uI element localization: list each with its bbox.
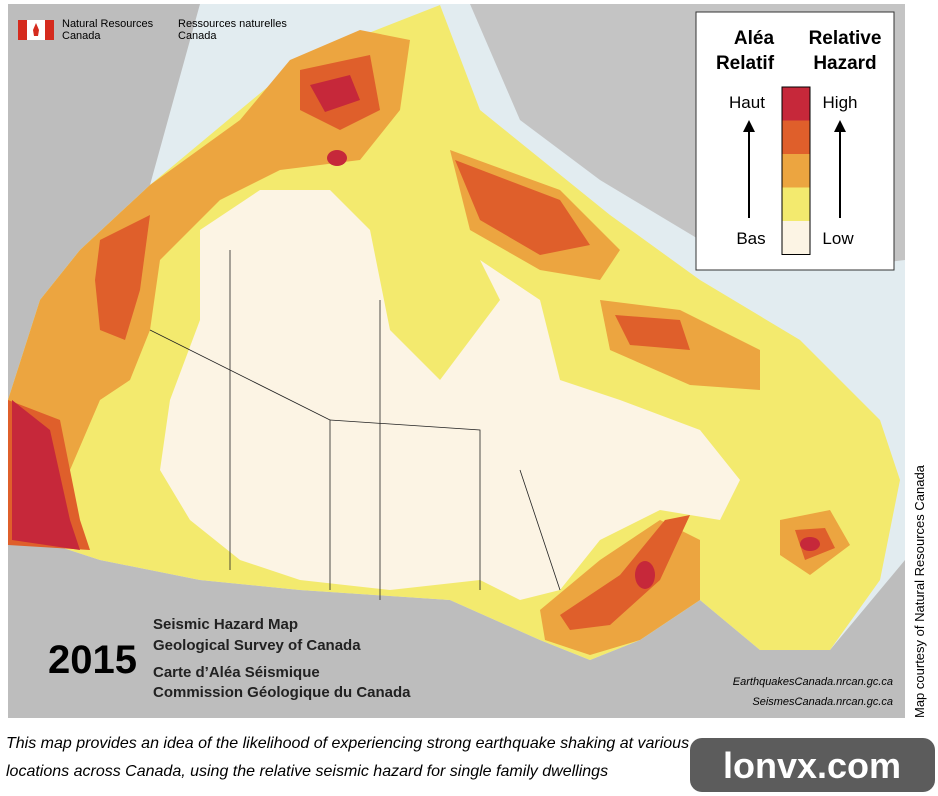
agency-en: Natural Resources [62,18,154,30]
legend-swatch [782,187,810,221]
zone-low [160,190,740,600]
legend-high-en: High [823,93,858,112]
map-title: Carte d’Aléa Séismique [153,664,320,681]
zone-very-high-arctic [310,75,360,112]
legend-title-en: Relative [809,28,882,49]
legend-arrowheads [743,120,846,132]
legend-low-fr: Bas [736,229,765,248]
legend-swatch [782,221,810,255]
legend-swatch-frame [781,86,811,255]
zone-very-high-bay [800,537,820,551]
link: EarthquakesCanada.nrcan.gc.ca [733,676,893,688]
legend: Aléa Relatif Relative Hazard Haut High B… [695,11,895,271]
legend-low-en: Low [822,229,854,248]
flag-bar [45,20,54,40]
borders [149,250,561,600]
zone-high-baffin [455,160,590,255]
flag-leaf [33,23,39,36]
legend-title-en: Hazard [813,53,876,74]
map-title: Commission Géologique du Canada [153,684,411,701]
agency-fr: Canada [178,30,217,42]
legend-title-fr: Relatif [716,53,775,74]
zone-high-labrador [615,315,690,350]
legend-high-fr: Haut [729,93,765,112]
land-usa [8,530,905,718]
agency-en: Canada [62,30,101,42]
flag-bar [18,20,27,40]
map-title: Geological Survey of Canada [153,637,361,654]
zone-very-high-bc [12,400,80,550]
zone-very-high-islands [327,150,347,166]
caption: This map provides an idea of the likelih… [6,735,689,752]
zone-high-yukon [95,215,150,340]
zone-very-high-quebec [635,561,655,589]
legend-arrows [748,128,841,218]
legend-swatch [782,154,810,188]
watermark-box [690,738,935,792]
credit: Map courtesy of Natural Resources Canada [912,464,927,718]
zone-elevated-west [8,30,410,540]
legend-title-fr: Aléa [734,28,775,49]
caption: locations across Canada, using the relat… [6,763,608,780]
map-year: 2015 [48,638,137,682]
zone-high-stlawrence [560,515,690,630]
link: SeismesCanada.nrcan.gc.ca [752,696,893,708]
legend-swatch [782,120,810,154]
legend-swatch [782,87,810,121]
map-title: Seismic Hazard Map [153,616,298,633]
land-alaska [8,4,200,400]
watermark: lonvx.com [723,745,901,786]
agency-fr: Ressources naturelles [178,18,287,30]
